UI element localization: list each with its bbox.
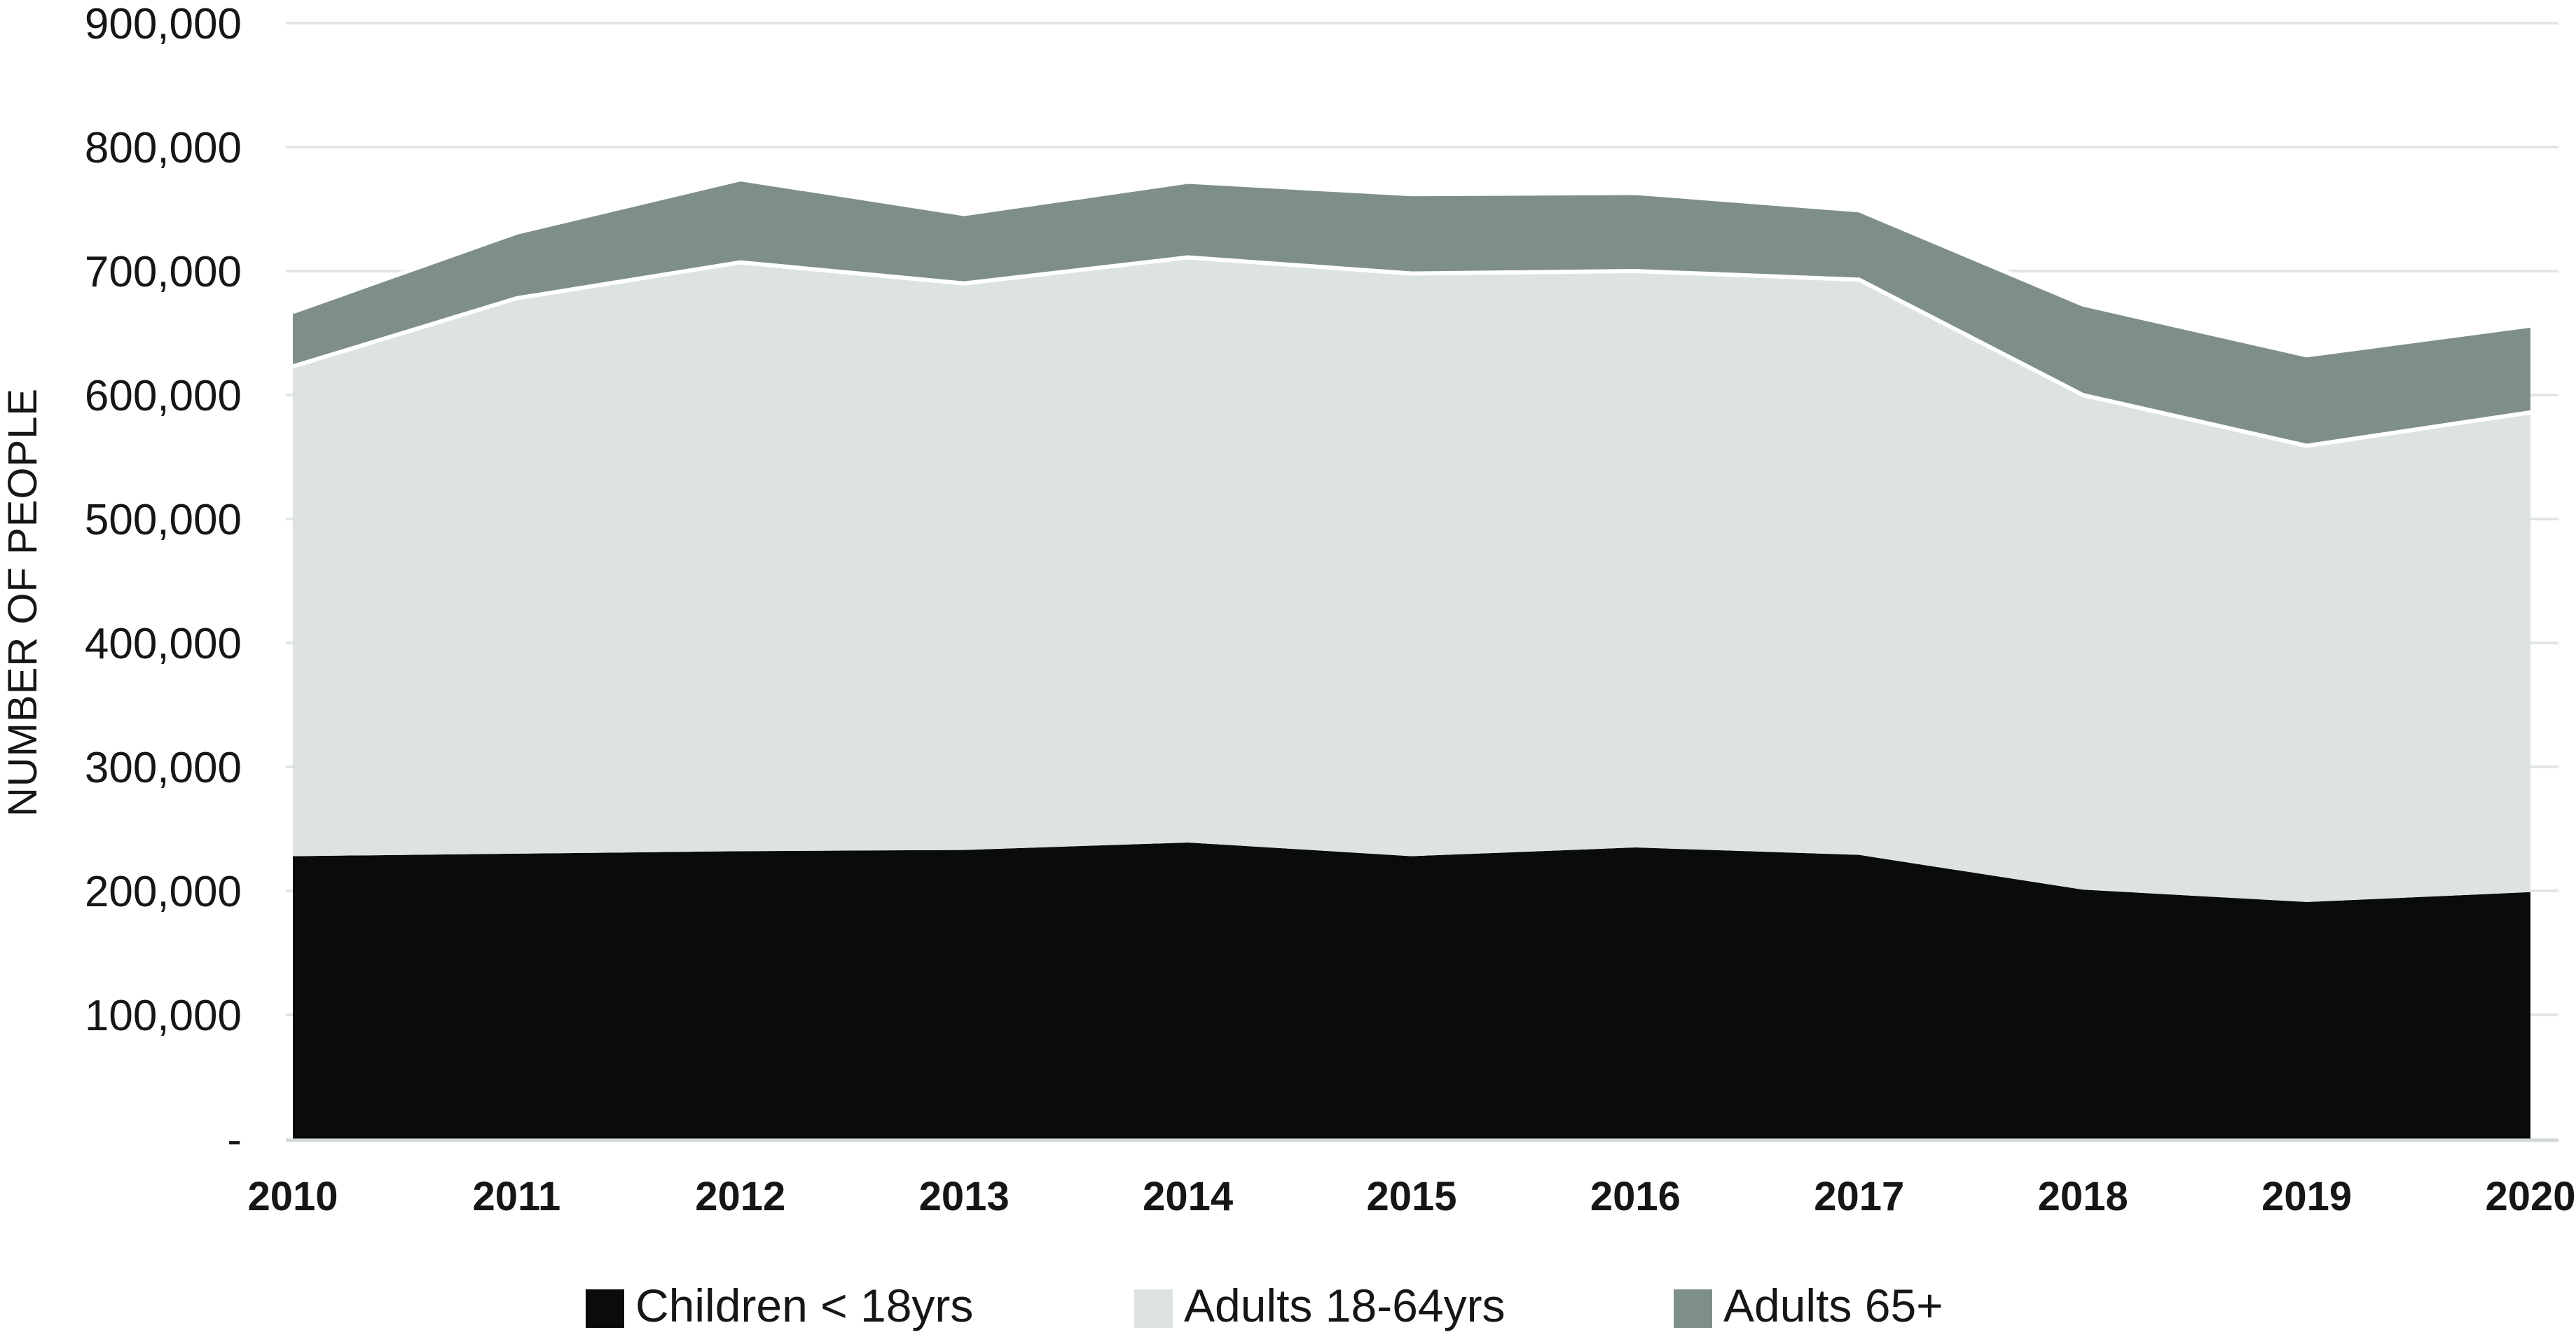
y-tick-label-zero: - — [227, 1116, 242, 1164]
x-tick-label-2018: 2018 — [2038, 1174, 2128, 1219]
area-children-under-18 — [293, 842, 2530, 1139]
legend-swatch-adults-18-64 — [1134, 1289, 1173, 1328]
x-tick-label-2011: 2011 — [472, 1174, 560, 1219]
x-tick-label-2017: 2017 — [1814, 1174, 1904, 1219]
x-tick-label-2014: 2014 — [1143, 1174, 1233, 1219]
y-tick-label-200000: 200,000 — [85, 868, 242, 916]
x-tick-label-2016: 2016 — [1590, 1174, 1681, 1219]
y-tick-label-500000: 500,000 — [85, 496, 242, 544]
legend-swatch-children-under-18 — [586, 1289, 624, 1328]
area-adults-18-64 — [293, 257, 2530, 902]
x-tick-label-2013: 2013 — [919, 1174, 1010, 1219]
x-tick-label-2019: 2019 — [2261, 1174, 2352, 1219]
y-tick-label-300000: 300,000 — [85, 744, 242, 792]
series-separator-line — [291, 176, 2531, 358]
x-tick-label-2012: 2012 — [695, 1174, 785, 1219]
x-tick-label-2020: 2020 — [2485, 1174, 2575, 1219]
y-axis-title: NUMBER OF PEOPLE — [0, 388, 46, 817]
legend-label-adults-18-64: Adults 18-64yrs — [1184, 1280, 1506, 1331]
y-tick-label-400000: 400,000 — [85, 620, 242, 668]
y-tick-label-900000: 900,000 — [85, 0, 242, 48]
y-tick-label-700000: 700,000 — [85, 248, 242, 296]
y-tick-label-100000: 100,000 — [85, 992, 242, 1040]
y-tick-label-800000: 800,000 — [85, 124, 242, 172]
legend-swatch-adults-65-plus — [1674, 1289, 1712, 1328]
x-tick-label-2015: 2015 — [1366, 1174, 1456, 1219]
series-separator-line — [292, 255, 2531, 448]
legend-label-children-under-18: Children < 18yrs — [635, 1280, 973, 1331]
x-tick-label-2010: 2010 — [247, 1174, 338, 1219]
area-adults-65-plus — [293, 179, 2530, 446]
y-tick-label-600000: 600,000 — [85, 372, 242, 420]
legend-label-adults-65-plus: Adults 65+ — [1723, 1280, 1943, 1331]
